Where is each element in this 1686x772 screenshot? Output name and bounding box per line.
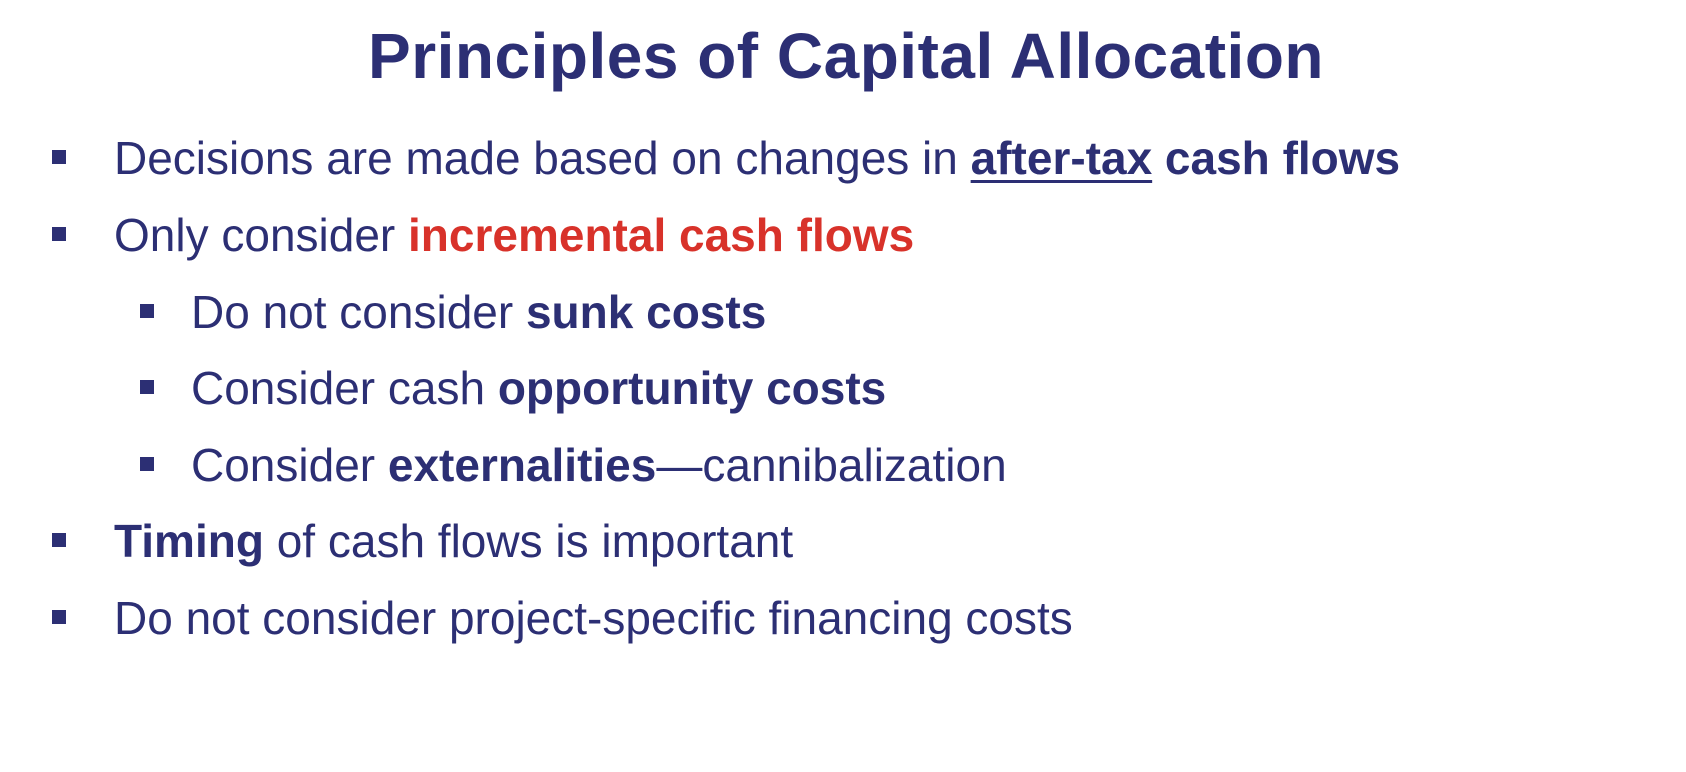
- bullet-text: Do not consider project-specific financi…: [114, 590, 1073, 646]
- bullet-text-plain: Decisions are made based on changes in: [114, 132, 971, 184]
- bullet-text-bold: externalities: [387, 439, 657, 491]
- square-bullet-icon: [140, 304, 154, 318]
- bullet-text-bold: sunk costs: [525, 286, 767, 338]
- bullet-text-plain: —cannibalization: [656, 439, 1007, 491]
- bullet-text: Decisions are made based on changes in a…: [114, 130, 1400, 186]
- bullet-text-plain: Only consider: [114, 209, 409, 261]
- bullet-text-plain: Do not consider: [191, 286, 526, 338]
- bullet-text-bold: opportunity costs: [497, 362, 887, 414]
- bullet-text: Timing of cash flows is important: [114, 513, 793, 569]
- slide-title: Principles of Capital Allocation: [368, 20, 1324, 92]
- bullet-text-plain: of cash flows is important: [263, 515, 794, 567]
- bullet-text: Consider cash opportunity costs: [191, 360, 886, 416]
- bullet-text-plain: Do not consider project-specific financi…: [114, 592, 1073, 644]
- bullet-text-plain: Consider: [191, 439, 388, 491]
- bullet-text-underlined-bold: after-tax: [970, 132, 1153, 184]
- bullet-text-bold: cash flows: [1152, 132, 1401, 184]
- bullet-text-red-bold: incremental cash flows: [408, 209, 915, 261]
- square-bullet-icon: [52, 610, 66, 624]
- bullet-text-bold: Timing: [114, 515, 264, 567]
- square-bullet-icon: [140, 457, 154, 471]
- square-bullet-icon: [52, 150, 66, 164]
- square-bullet-icon: [52, 227, 66, 241]
- bullet-text: Consider externalities—cannibalization: [191, 437, 1007, 493]
- square-bullet-icon: [52, 533, 66, 547]
- bullet-text-plain: Consider cash: [191, 362, 498, 414]
- bullet-text: Only consider incremental cash flows: [114, 207, 914, 263]
- square-bullet-icon: [140, 380, 154, 394]
- bullet-text: Do not consider sunk costs: [191, 284, 766, 340]
